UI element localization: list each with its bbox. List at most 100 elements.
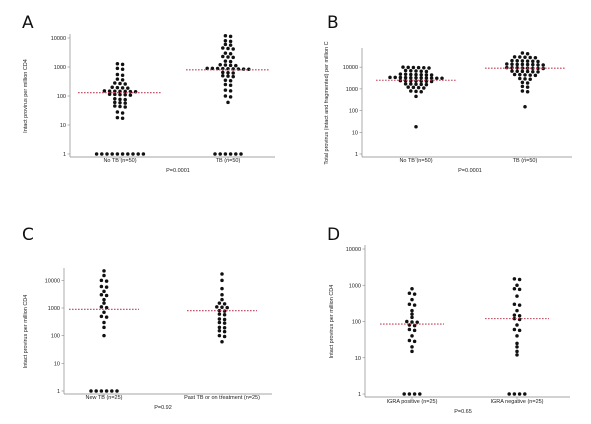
data-point: [113, 97, 117, 101]
data-point: [217, 333, 222, 338]
data-point: [221, 66, 225, 71]
data-point: [115, 85, 120, 90]
y-tick-label: 100: [349, 109, 358, 115]
data-point: [414, 94, 418, 99]
data-point: [228, 95, 233, 99]
data-point: [118, 104, 122, 109]
data-point: [104, 389, 109, 393]
data-point: [222, 321, 227, 325]
data-point: [123, 105, 127, 109]
y-tick-label: 100: [51, 334, 60, 340]
data-point: [520, 62, 525, 67]
data-point: [107, 92, 112, 96]
data-point: [419, 90, 423, 94]
data-point: [388, 75, 392, 80]
data-point: [99, 278, 104, 283]
data-point: [223, 51, 228, 55]
data-point: [123, 101, 127, 105]
data-point: [515, 341, 519, 346]
data-point: [118, 92, 122, 97]
y-tick-label: 100: [57, 94, 66, 100]
data-point: [115, 152, 120, 156]
data-point: [429, 73, 434, 77]
data-point: [411, 85, 416, 90]
data-point: [525, 85, 530, 89]
data-point: [217, 317, 222, 321]
data-point: [110, 85, 114, 90]
data-point: [228, 89, 233, 93]
data-point: [228, 59, 233, 64]
data-point: [120, 62, 125, 67]
data-point: [115, 110, 120, 114]
y-tick-label: 1: [57, 389, 60, 395]
data-point: [107, 89, 112, 93]
data-point: [226, 46, 230, 51]
data-point: [223, 82, 228, 87]
data-point: [398, 75, 403, 80]
y-tick-label: 10000: [346, 247, 361, 253]
category-label: TB (n=50): [513, 158, 538, 164]
data-point: [512, 72, 517, 77]
data-point: [410, 349, 414, 354]
data-point: [429, 76, 434, 80]
data-point: [102, 297, 106, 302]
data-point: [407, 327, 412, 332]
data-point: [414, 89, 418, 94]
data-point: [406, 85, 410, 89]
data-point: [517, 287, 522, 292]
data-point: [409, 72, 413, 77]
data-point: [510, 62, 514, 66]
data-point: [223, 33, 228, 38]
data-point: [407, 338, 412, 343]
data-point: [223, 63, 228, 67]
data-point: [528, 77, 532, 82]
data-point: [228, 51, 233, 56]
data-point: [414, 69, 418, 73]
data-point: [102, 333, 106, 338]
data-point: [94, 389, 98, 393]
data-point: [217, 320, 222, 325]
data-point: [228, 39, 233, 44]
category-label: No TB (n=50): [399, 158, 432, 164]
data-point: [222, 325, 227, 330]
data-point: [128, 93, 133, 97]
data-point: [525, 59, 530, 63]
data-point: [419, 76, 423, 80]
data-point: [120, 111, 125, 115]
data-point: [419, 69, 423, 73]
data-point: [220, 286, 224, 291]
data-point: [510, 69, 514, 73]
data-point: [223, 152, 228, 156]
data-point: [226, 100, 230, 105]
data-point: [99, 305, 104, 309]
data-point: [102, 310, 106, 315]
data-point: [223, 59, 228, 63]
data-point: [512, 55, 517, 59]
data-point: [412, 292, 417, 296]
data-point: [131, 152, 135, 156]
data-point: [241, 67, 246, 71]
data-point: [220, 272, 224, 276]
data-point: [523, 55, 527, 59]
data-point: [427, 66, 431, 70]
data-point: [217, 329, 222, 333]
p-value: P=0.65: [454, 409, 472, 415]
data-point: [517, 328, 522, 333]
data-point: [409, 68, 413, 73]
data-point: [104, 279, 109, 283]
data-point: [104, 293, 109, 298]
panel-D: D 1 10 100 1000 10000 Intact provirus per mill…: [327, 225, 570, 415]
data-point: [412, 323, 417, 328]
data-point: [223, 39, 228, 43]
data-point: [234, 152, 238, 156]
data-point: [520, 51, 525, 55]
data-point: [221, 54, 225, 59]
data-point: [222, 302, 227, 306]
data-point: [531, 62, 535, 67]
data-point: [223, 94, 228, 98]
data-point: [221, 73, 225, 78]
data-point: [515, 308, 519, 313]
category-label: IGRA negative (n=25): [490, 399, 543, 405]
data-point: [218, 62, 222, 67]
y-tick-label: 10: [60, 123, 66, 129]
